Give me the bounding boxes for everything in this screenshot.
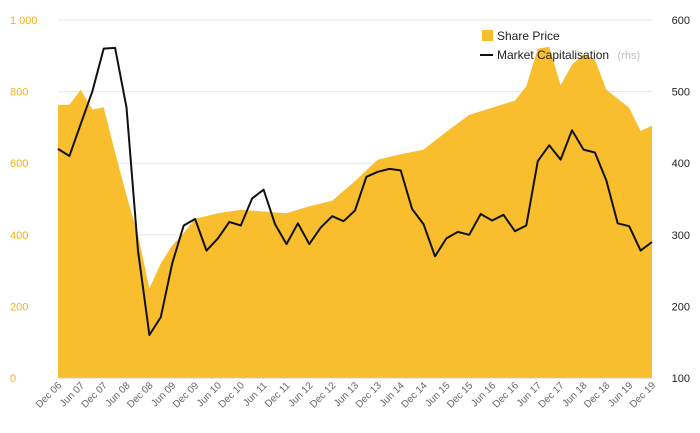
right-axis-tick-label: 600: [672, 15, 690, 27]
share-price-area: [58, 46, 652, 379]
legend: Share Price Market Capitalisation (rhs): [480, 29, 640, 63]
right-axis-tick-label: 400: [672, 158, 690, 170]
x-axis-tick-label: Dec 18: [582, 380, 612, 410]
market-cap-line: [57, 46, 653, 336]
x-axis-tick-label: Dec 15: [445, 380, 475, 410]
share-price-legend-label: Share Price: [497, 29, 560, 43]
left-axis-tick-label: 0: [10, 373, 16, 385]
x-axis-tick-label: Dec 19: [628, 380, 658, 410]
x-axis-tick-label: Dec 06: [34, 380, 64, 410]
market-cap-legend-label: Market Capitalisation (rhs): [497, 46, 640, 63]
left-axis-tick-label: 1 000: [10, 15, 38, 27]
x-axis-tick-label: Dec 12: [308, 380, 338, 410]
x-axis-tick-label: Dec 14: [399, 380, 429, 410]
right-axis-ticks: 100 200 300 400 500 600: [672, 15, 690, 385]
right-axis-tick-label: 200: [672, 301, 690, 313]
left-axis-tick-label: 200: [10, 301, 28, 313]
left-axis-tick-label: 400: [10, 230, 28, 242]
left-axis-ticks: 0 200 400 600 800 1 000: [10, 15, 38, 385]
x-axis-tick-label: Dec 10: [217, 380, 247, 410]
left-axis-tick-label: 800: [10, 87, 28, 99]
right-axis-tick-label: 300: [672, 230, 690, 242]
x-axis-tick-label: Dec 08: [125, 380, 155, 410]
market-cap-legend-note: (rhs): [618, 50, 641, 62]
x-axis-tick-label: Dec 13: [354, 380, 384, 410]
x-axis-tick-label: Dec 07: [80, 380, 110, 410]
x-axis-tick-label: Dec 16: [491, 380, 521, 410]
market-cap-legend-name: Market Capitalisation: [497, 48, 609, 62]
share-price-legend-swatch: [482, 30, 493, 41]
x-axis-tick-label: Dec 17: [537, 380, 567, 410]
right-axis-tick-label: 500: [672, 87, 690, 99]
left-axis-tick-label: 600: [10, 158, 28, 170]
x-axis-tick-label: Dec 09: [171, 380, 201, 410]
x-axis-tick-label: Dec 11: [263, 380, 293, 410]
right-axis-tick-label: 100: [672, 373, 690, 385]
